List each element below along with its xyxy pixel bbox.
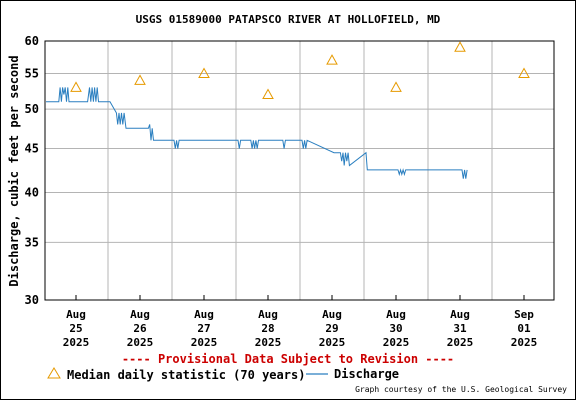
x-tick-label: Aug bbox=[258, 308, 278, 321]
x-tick-label: 27 bbox=[197, 322, 210, 335]
x-tick-label: 2025 bbox=[127, 336, 154, 349]
x-tick-label: 2025 bbox=[511, 336, 538, 349]
x-tick-label: 2025 bbox=[319, 336, 346, 349]
median-point bbox=[262, 88, 274, 99]
y-tick-label: 40 bbox=[25, 186, 39, 200]
x-tick-label: Sep bbox=[514, 308, 534, 321]
y-tick-label: 60 bbox=[25, 34, 39, 48]
x-tick-label: Aug bbox=[386, 308, 406, 321]
y-axis-label: Discharge, cubic feet per second bbox=[7, 55, 21, 286]
x-tick-label: 25 bbox=[69, 322, 82, 335]
x-tick-label: 30 bbox=[389, 322, 402, 335]
x-tick-label: Aug bbox=[66, 308, 86, 321]
y-tick-label: 50 bbox=[25, 102, 39, 116]
median-point bbox=[454, 41, 466, 52]
x-tick-label: 2025 bbox=[447, 336, 474, 349]
median-point bbox=[518, 67, 530, 79]
provisional-notice: ---- Provisional Data Subject to Revisio… bbox=[121, 352, 455, 366]
legend-discharge-label: Discharge bbox=[334, 367, 400, 381]
discharge-series-line bbox=[46, 87, 468, 179]
x-tick-label: 2025 bbox=[191, 336, 218, 349]
median-point bbox=[390, 81, 402, 92]
y-tick-label: 30 bbox=[25, 293, 39, 307]
y-tick-label: 45 bbox=[25, 141, 39, 155]
line-icon bbox=[306, 367, 328, 381]
plot-area bbox=[44, 40, 555, 301]
x-tick-label: 26 bbox=[133, 322, 147, 335]
x-tick-label: 2025 bbox=[383, 336, 410, 349]
legend-discharge: Discharge bbox=[306, 367, 399, 381]
chart-title: USGS 01589000 PATAPSCO RIVER AT HOLLOFIE… bbox=[135, 13, 441, 26]
median-point bbox=[326, 54, 338, 65]
x-tick-label: Aug bbox=[450, 308, 470, 321]
median-point bbox=[134, 74, 146, 85]
credit-text: Graph courtesy of the U.S. Geological Su… bbox=[355, 385, 567, 394]
x-tick-label: 31 bbox=[453, 322, 467, 335]
x-tick-label: 2025 bbox=[255, 336, 282, 349]
y-tick-label: 35 bbox=[25, 235, 39, 249]
legend-median: Median daily statistic (70 years) bbox=[47, 367, 305, 382]
x-tick-label: 29 bbox=[325, 322, 338, 335]
x-tick-label: 01 bbox=[517, 322, 531, 335]
legend-median-label: Median daily statistic (70 years) bbox=[67, 367, 306, 382]
y-tick-label: 55 bbox=[25, 67, 39, 81]
x-tick-label: Aug bbox=[322, 308, 342, 321]
x-tick-label: 28 bbox=[261, 322, 274, 335]
median-point bbox=[70, 81, 82, 92]
median-point bbox=[198, 67, 210, 79]
x-tick-label: 2025 bbox=[63, 336, 90, 349]
triangle-icon bbox=[47, 367, 61, 382]
x-tick-label: Aug bbox=[194, 308, 214, 321]
x-tick-label: Aug bbox=[130, 308, 150, 321]
